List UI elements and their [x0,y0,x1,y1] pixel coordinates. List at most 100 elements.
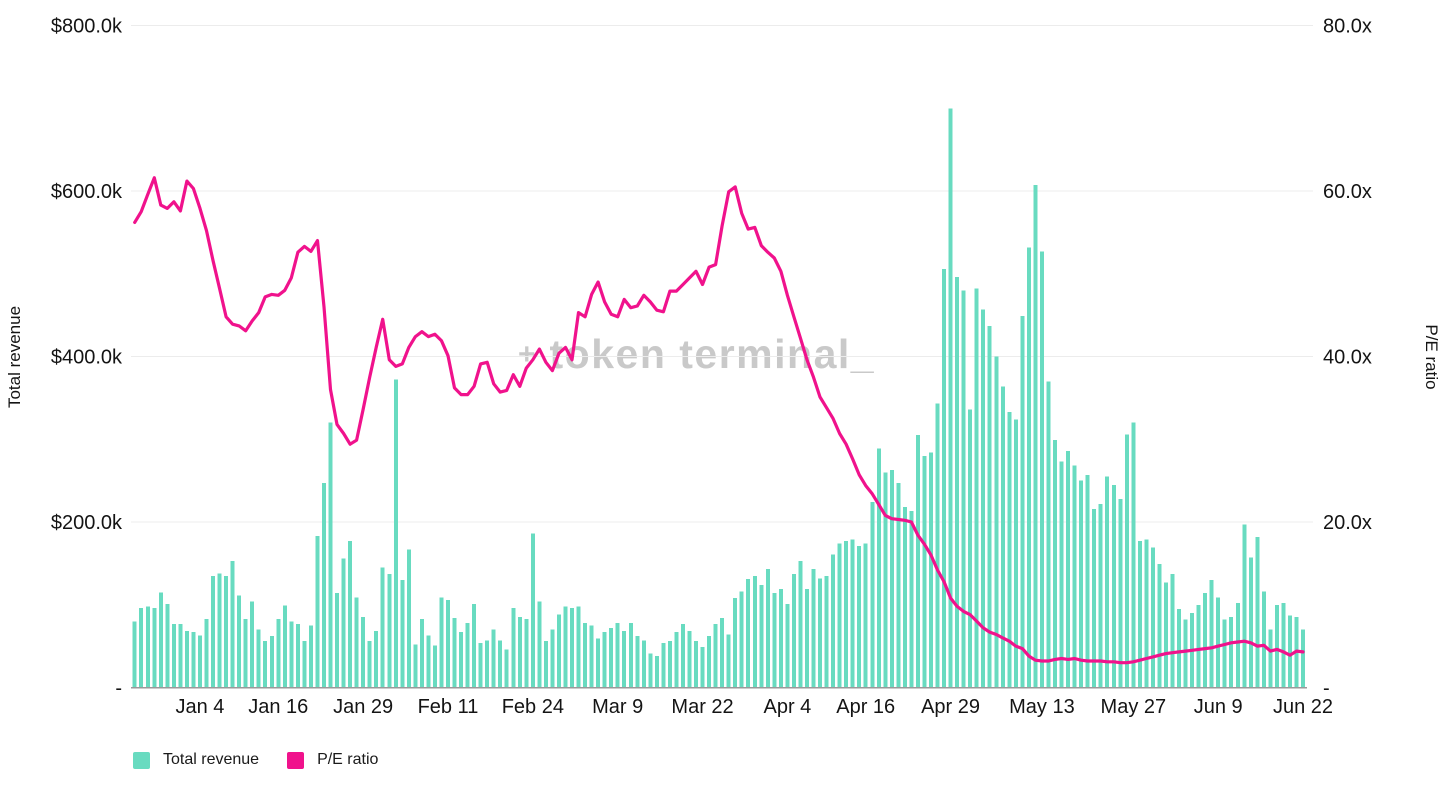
revenue-bar[interactable] [1274,604,1279,688]
revenue-bar[interactable] [661,642,666,688]
revenue-bar[interactable] [1079,480,1084,688]
revenue-bar[interactable] [1085,474,1090,688]
revenue-bar[interactable] [1007,411,1012,688]
revenue-bar[interactable] [1026,247,1031,688]
revenue-bar[interactable] [406,549,411,688]
revenue-bar[interactable] [230,560,235,688]
revenue-bar[interactable] [1183,619,1188,688]
revenue-bar[interactable] [315,536,320,688]
revenue-bar[interactable] [1072,465,1077,688]
revenue-bar[interactable] [1170,574,1175,688]
revenue-bar[interactable] [432,645,437,688]
revenue-bar[interactable] [909,511,914,688]
revenue-bar[interactable] [694,641,699,688]
revenue-bar[interactable] [844,541,849,688]
revenue-bar[interactable] [674,632,679,688]
revenue-bar[interactable] [596,638,601,688]
revenue-bar[interactable] [889,469,894,688]
revenue-bar[interactable] [485,640,490,688]
revenue-bar[interactable] [328,422,333,688]
legend-item-total-revenue[interactable]: Total revenue [133,751,259,769]
revenue-bar[interactable] [896,483,901,688]
revenue-bar[interactable] [1203,593,1208,688]
revenue-bar[interactable] [393,379,398,688]
revenue-bar[interactable] [968,409,973,688]
revenue-bar[interactable] [935,403,940,688]
revenue-bar[interactable] [459,632,464,688]
revenue-bar[interactable] [1039,251,1044,688]
revenue-bar[interactable] [1209,579,1214,688]
revenue-bar[interactable] [250,601,255,688]
revenue-bar[interactable] [1248,557,1253,688]
revenue-bar[interactable] [1281,603,1286,688]
revenue-bar[interactable] [341,558,346,688]
revenue-bar[interactable] [145,606,150,688]
revenue-bar[interactable] [491,629,496,688]
revenue-bar[interactable] [1144,539,1149,688]
revenue-bar[interactable] [1098,503,1103,688]
revenue-bar[interactable] [543,641,548,688]
revenue-bar[interactable] [1033,185,1038,688]
revenue-bar[interactable] [550,629,555,688]
revenue-bar[interactable] [517,617,522,688]
revenue-bar[interactable] [961,290,966,688]
revenue-bar[interactable] [139,608,144,688]
revenue-bar[interactable] [165,603,170,688]
revenue-bar[interactable] [237,595,242,688]
revenue-bar[interactable] [1196,604,1201,688]
revenue-bar[interactable] [654,656,659,688]
revenue-bar[interactable] [1092,508,1097,688]
revenue-bar[interactable] [1059,461,1064,688]
revenue-bar[interactable] [243,618,248,688]
revenue-bar[interactable] [380,567,385,688]
revenue-bar[interactable] [615,622,620,688]
revenue-bar[interactable] [374,631,379,688]
revenue-bar[interactable] [765,569,770,688]
revenue-bar[interactable] [1255,536,1260,688]
revenue-bar[interactable] [876,448,881,688]
revenue-bar[interactable] [1216,597,1221,688]
revenue-bar[interactable] [1013,419,1018,688]
revenue-bar[interactable] [367,641,372,688]
revenue-bar[interactable] [811,569,816,688]
revenue-bar[interactable] [700,646,705,688]
revenue-bar[interactable] [726,634,731,688]
revenue-bar[interactable] [785,603,790,688]
revenue-bar[interactable] [883,472,888,688]
revenue-bar[interactable] [1268,629,1273,688]
revenue-bar[interactable] [915,435,920,688]
revenue-bar[interactable] [831,554,836,688]
revenue-bar[interactable] [981,309,986,688]
revenue-bar[interactable] [354,597,359,688]
revenue-bar[interactable] [641,640,646,688]
revenue-bar[interactable] [132,621,137,688]
revenue-bar[interactable] [1261,591,1266,688]
revenue-bar[interactable] [942,268,947,688]
revenue-bar[interactable] [478,642,483,688]
revenue-bar[interactable] [387,574,392,688]
revenue-bar[interactable] [609,627,614,688]
revenue-bar[interactable] [419,618,424,688]
revenue-bar[interactable] [1046,381,1051,688]
revenue-bar[interactable] [361,617,366,688]
revenue-bar[interactable] [870,502,875,688]
revenue-bar[interactable] [1222,619,1227,688]
revenue-bar[interactable] [295,623,300,688]
revenue-bar[interactable] [211,575,216,688]
revenue-bar[interactable] [217,573,222,688]
revenue-bar[interactable] [902,507,907,688]
revenue-bar[interactable] [1111,484,1116,688]
revenue-bar[interactable] [269,636,274,688]
revenue-bar[interactable] [1229,617,1234,688]
revenue-bar[interactable] [1157,564,1162,688]
revenue-bar[interactable] [1301,629,1306,688]
revenue-bar[interactable] [197,635,202,688]
revenue-bar[interactable] [752,575,757,688]
revenue-bar[interactable] [302,641,307,688]
revenue-bar[interactable] [348,541,353,688]
revenue-bar[interactable] [837,543,842,688]
revenue-bar[interactable] [733,598,738,688]
revenue-bar[interactable] [1124,434,1129,688]
revenue-bar[interactable] [224,575,229,688]
